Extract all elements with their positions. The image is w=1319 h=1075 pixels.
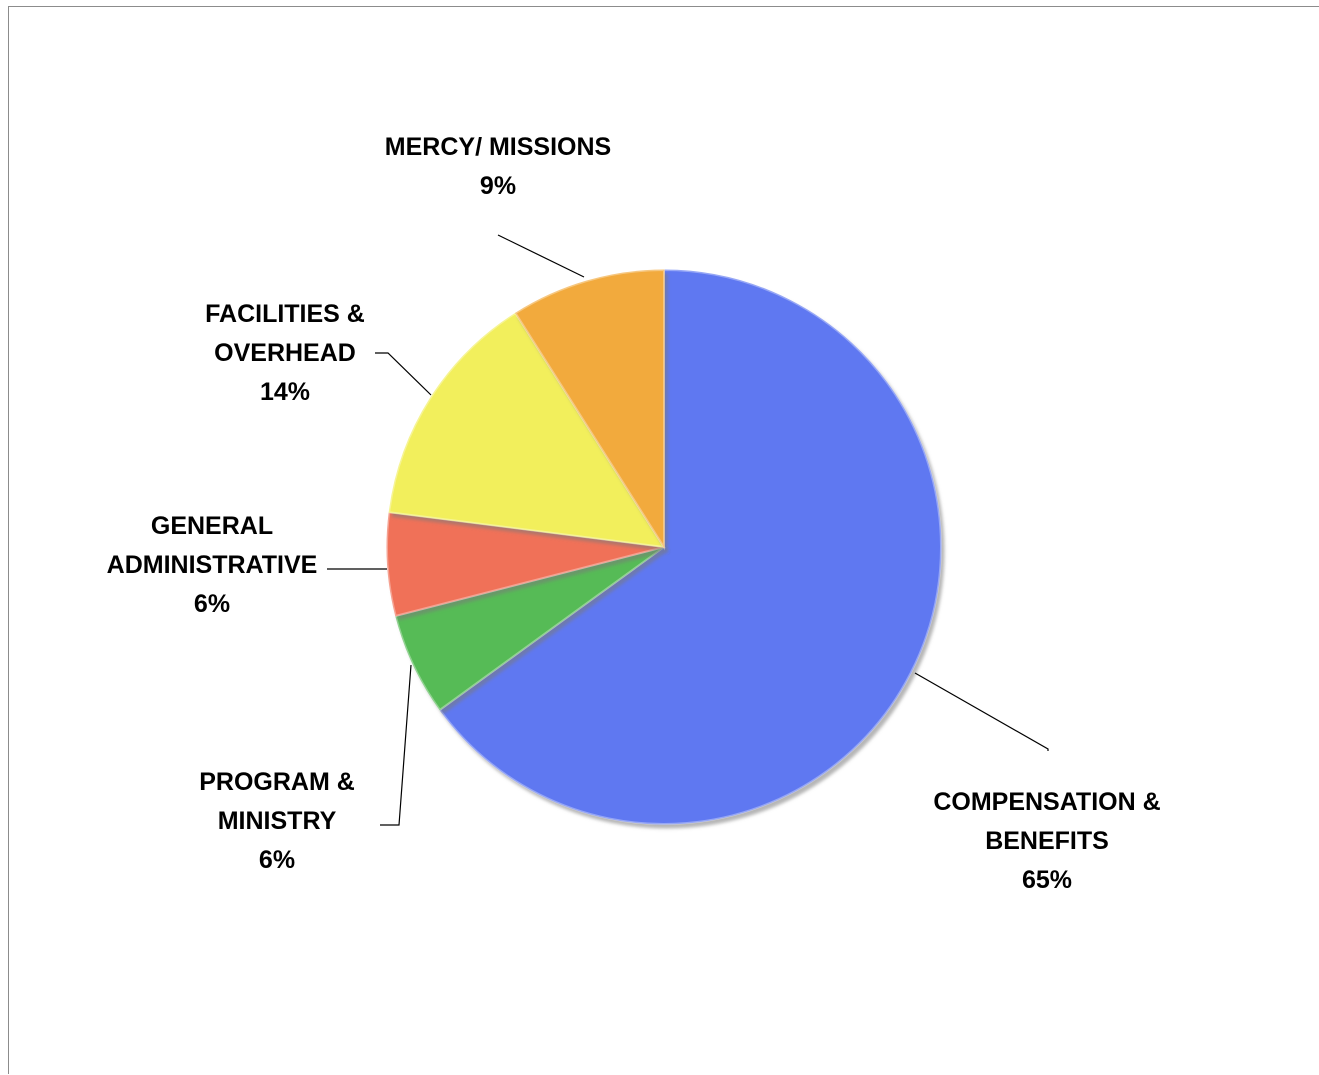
- leader-lines: [327, 234, 1049, 826]
- slice-category-label-3: OVERHEAD: [214, 339, 356, 367]
- slice-category-label-0: BENEFITS: [985, 827, 1109, 855]
- slice-percent-label-3: 14%: [260, 378, 310, 406]
- pie-slices: [386, 268, 942, 825]
- slice-category-label-0: COMPENSATION &: [933, 788, 1160, 816]
- slice-category-label-3: FACILITIES &: [205, 300, 365, 328]
- slice-labels: COMPENSATION & BENEFITS 65% PROGRAM & MINIST…: [107, 133, 1161, 894]
- pie-slice-0: [439, 269, 942, 825]
- slice-percent-label-0: 65%: [1022, 866, 1072, 894]
- slice-percent-label-2: 6%: [194, 590, 230, 618]
- leader-line-3: [375, 352, 432, 396]
- pie-chart: COMPENSATION & BENEFITS 65% PROGRAM & MINIST…: [107, 133, 1161, 894]
- slice-percent-label-1: 6%: [259, 846, 295, 874]
- slice-category-label-1: PROGRAM &: [199, 768, 355, 796]
- slice-percent-label-4: 9%: [480, 172, 516, 200]
- pie-slice-3: [388, 312, 665, 548]
- slice-category-label-2: GENERAL: [151, 512, 273, 540]
- leader-line-4: [497, 234, 585, 278]
- pie-slice-4: [514, 269, 665, 549]
- pie-slice-edge-0: [438, 268, 942, 825]
- slice-category-label-4: MERCY/ MISSIONS: [385, 133, 611, 161]
- slice-category-label-2: ADMINISTRATIVE: [107, 551, 318, 579]
- chart-area: COMPENSATION & BENEFITS 65% PROGRAM & MINIST…: [8, 6, 1319, 1074]
- leader-line-0: [914, 672, 1049, 751]
- pie-slice-edge-4: [514, 268, 665, 551]
- pie-slice-edge-3: [388, 311, 666, 549]
- leader-line-1: [380, 664, 412, 826]
- slice-category-label-1: MINISTRY: [218, 807, 337, 835]
